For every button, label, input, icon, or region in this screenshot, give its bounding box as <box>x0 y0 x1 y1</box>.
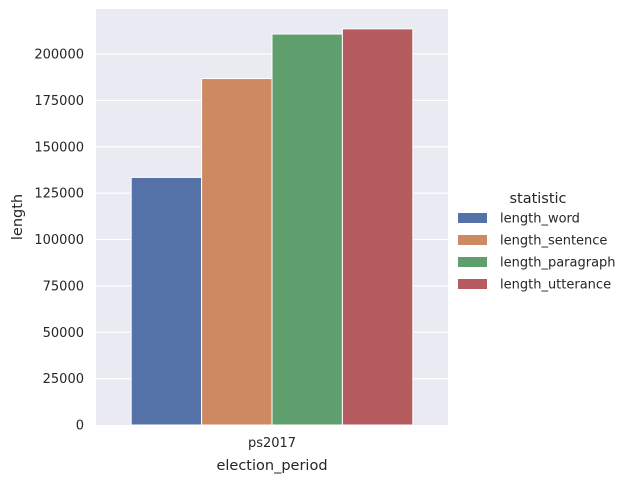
bar-length-utterance <box>341 28 414 426</box>
legend-label: length_utterance <box>500 278 611 293</box>
bar-length-word <box>130 176 203 426</box>
y-tick-label: 200000 <box>34 48 84 63</box>
legend-label: length_paragraph <box>500 256 616 271</box>
legend-label: length_sentence <box>500 234 607 249</box>
legend-swatch <box>458 257 487 267</box>
legend: length_word length_sentence length_paragra… <box>458 212 616 293</box>
y-tick-label: 125000 <box>34 187 84 202</box>
bar-length-sentence <box>201 78 273 426</box>
y-tick-label: 0 <box>76 419 84 434</box>
y-tick-label: 50000 <box>43 326 84 341</box>
bar-length-paragraph <box>271 33 343 426</box>
y-tick-label: 150000 <box>34 140 84 155</box>
legend-title: statistic <box>509 191 566 207</box>
y-tick-label: 175000 <box>34 94 84 109</box>
y-tick-label: 100000 <box>34 233 84 248</box>
legend-swatch <box>458 279 487 289</box>
y-tick-label: 75000 <box>43 279 84 294</box>
y-tick-label: 25000 <box>43 372 84 387</box>
x-tick-labels: ps2017 <box>248 436 296 451</box>
legend-swatch <box>458 235 487 245</box>
bars <box>130 28 414 426</box>
x-axis-label: election_period <box>216 458 327 474</box>
y-tick-labels: 0 25000 50000 75000 100000 125000 150000 175000… <box>34 48 84 434</box>
legend-label: length_word <box>500 212 580 227</box>
y-axis-label: length <box>10 194 26 240</box>
x-tick-label: ps2017 <box>248 436 296 451</box>
legend-swatch <box>458 213 487 223</box>
